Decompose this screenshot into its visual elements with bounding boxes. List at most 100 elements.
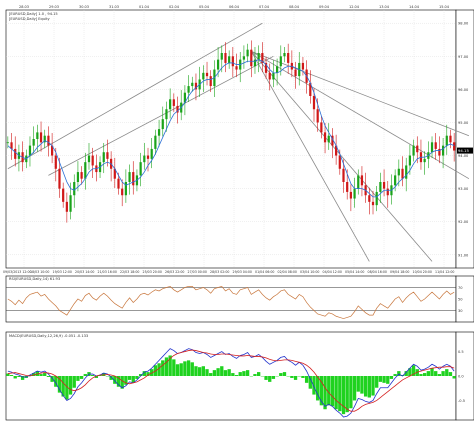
x-bottom-tick-label: 22/03 18:00 [120,270,139,274]
candle-body [279,56,282,67]
macd-histogram-bar [445,369,449,376]
candle-body [146,155,150,159]
macd-histogram-bar [212,370,217,376]
y-tick-label: 92.00 [458,220,469,224]
x-top-tick-label: 30.03 [79,5,89,9]
macd-histogram-bar [79,376,84,379]
x-top-tick-label: 01.04 [139,5,150,9]
candle-body [117,178,120,189]
x-bottom-tick-label: 11/04 12:00 [435,270,454,274]
macd-histogram-bar [415,369,419,376]
macd-histogram-bar [142,371,146,376]
candle-body [405,165,408,179]
candle-body [157,129,161,136]
candle-body [202,72,205,80]
candle-body [51,145,54,156]
macd-histogram-bar [245,370,250,376]
macd-histogram-bar [127,376,132,380]
y-tick-label: 93.00 [458,187,469,191]
macd-tick-label: -0.5 [458,399,465,403]
x-top-tick-label: 14.04 [409,5,420,9]
candle-body [87,155,91,163]
rsi-pane-frame [5,275,457,323]
moving-average-line [7,59,455,198]
rsi-legend-text: RSI(EURUSD,Daily,14) 61.93 [9,277,60,281]
macd-histogram-bar [345,376,349,413]
candle-body [357,175,360,189]
x-bottom-tick-label: 29/03 04:00 [233,270,252,274]
macd-histogram-bar [50,376,54,382]
macd-histogram-bar [352,376,357,401]
macd-histogram-bar [68,376,73,395]
macd-histogram-bar [138,374,143,376]
macd-histogram-bar [349,376,353,409]
macd-histogram-bar [264,376,268,380]
x-top-tick-label: 13.04 [379,5,390,9]
candle-body [316,109,319,123]
candle-body [76,172,80,182]
candle-body [14,148,17,159]
macd-histogram-bar [72,376,76,388]
price-tag-box [457,147,473,154]
candle-body [84,162,87,179]
candle-body [172,99,175,106]
x-bottom-tick-label: 19/03 12:00 [53,270,72,274]
x-bottom-tick-label: 08/04 16:00 [368,270,387,274]
macd-histogram-bar [6,373,10,376]
macd-histogram-bar [220,366,224,376]
x-bottom-tick-label: 01/04 06:00 [255,270,274,274]
candle-body [301,62,305,70]
candle-body [323,132,327,143]
candle-body [183,92,186,103]
macd-histogram-bar [282,372,287,376]
macd-histogram-bar [91,375,95,376]
macd-histogram-bar [437,374,442,376]
candle-body [312,96,316,110]
candle-body [132,172,135,186]
macd-histogram-bar [422,373,427,376]
x-bottom-tick-label: 27/03 00:00 [188,270,207,274]
macd-histogram-bar [9,375,14,376]
rsi-tick-label: 30 [458,309,463,313]
candle-body [453,142,456,151]
trend-line [48,55,274,176]
candle-body [272,72,275,80]
macd-histogram-bar [57,376,62,393]
candle-body [54,155,57,169]
candle-body [397,168,400,176]
macd-histogram-bar [190,362,194,376]
macd-histogram-bar [253,374,257,376]
macd-histogram-bar [216,368,220,376]
macd-histogram-bar [179,363,183,376]
candle-body [353,188,356,199]
candle-body [371,201,375,206]
macd-histogram-bar [426,371,430,376]
y-tick-label: 94.00 [458,154,469,158]
candle-body [154,135,157,149]
macd-histogram-bar [113,376,117,384]
macd-histogram-bar [46,376,51,377]
candle-body [287,53,290,63]
candle-body [449,135,452,143]
macd-histogram-bar [83,374,87,376]
x-top-tick-label: 12.04 [349,5,360,9]
x-top-tick-label: 07.04 [259,5,270,9]
candle-body [121,188,124,196]
y-tick-label: 91.00 [458,253,469,257]
candle-body [32,139,35,146]
macd-histogram-bar [430,368,434,376]
macd-histogram-bar [223,370,228,376]
candle-body [360,175,364,186]
candle-body [438,148,441,156]
macd-histogram-bar [316,376,320,401]
macd-histogram-bar [341,376,346,415]
candle-body [368,195,371,202]
macd-histogram-bar [20,376,25,380]
macd-histogram-bar [209,373,213,376]
candle-body [6,142,9,144]
macd-histogram-bar [382,376,386,383]
macd-histogram-bar [183,361,187,376]
candle-body [43,135,46,143]
macd-histogram-bar [378,376,383,382]
